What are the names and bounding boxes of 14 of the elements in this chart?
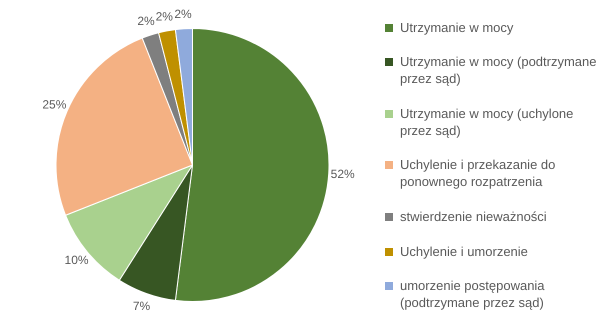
- data-label: 10%: [64, 253, 89, 268]
- legend-label: Uchylenie i przekazanie do ponownego rozpatrzenia: [400, 156, 556, 190]
- data-label: 2%: [174, 7, 192, 22]
- data-label: 2%: [137, 14, 155, 28]
- legend-label: Utrzymanie w mocy (podtrzymane przez sąd): [400, 53, 598, 88]
- legend-label: Utrzymanie w mocy: [400, 18, 514, 36]
- legend-label: Uchylenie i umorzenie: [400, 242, 528, 260]
- data-label: 52%: [330, 166, 356, 181]
- legend-label: umorzenie postępowania (podtrzymane przez sąd): [400, 277, 546, 312]
- data-label: 25%: [42, 98, 67, 112]
- data-label: 2%: [156, 9, 174, 24]
- legend-label: stwierdzenie nieważności: [400, 208, 547, 226]
- data-label: 7%: [132, 298, 151, 313]
- legend-label: Utrzymanie w mocy (uchylone przez sąd): [400, 104, 574, 139]
